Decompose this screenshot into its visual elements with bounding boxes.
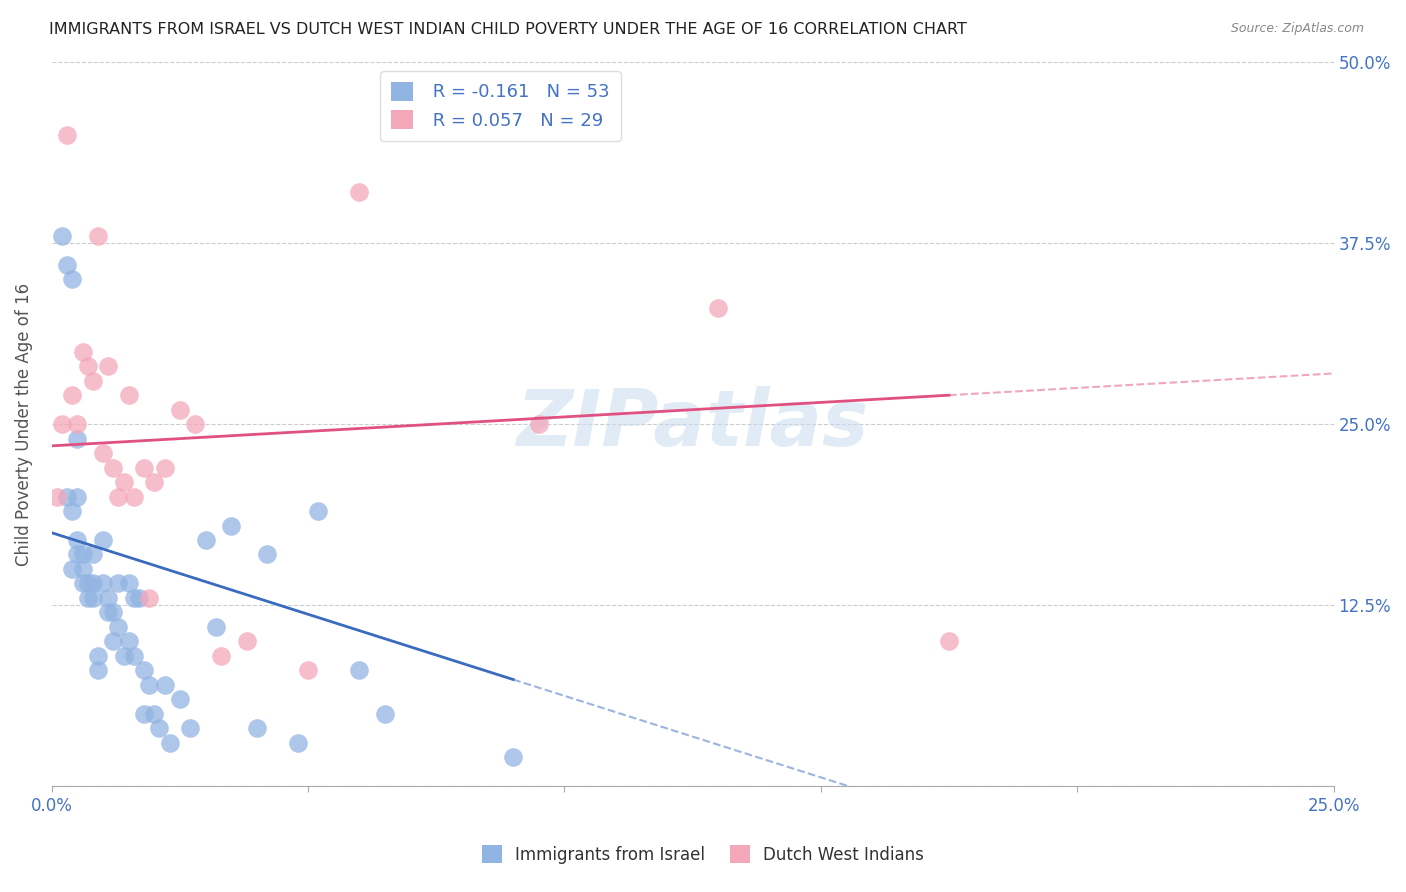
Point bbox=[527, 417, 550, 431]
Point bbox=[707, 301, 730, 316]
Point bbox=[153, 460, 176, 475]
Point bbox=[97, 606, 120, 620]
Point bbox=[60, 272, 83, 286]
Point bbox=[118, 634, 141, 648]
Point bbox=[107, 576, 129, 591]
Point bbox=[307, 504, 329, 518]
Point bbox=[72, 548, 94, 562]
Point bbox=[97, 591, 120, 605]
Point bbox=[56, 490, 79, 504]
Point bbox=[349, 663, 371, 677]
Point bbox=[66, 490, 89, 504]
Point bbox=[184, 417, 207, 431]
Legend:  R = -0.161   N = 53,  R = 0.057   N = 29: R = -0.161 N = 53, R = 0.057 N = 29 bbox=[380, 71, 620, 141]
Point bbox=[143, 706, 166, 721]
Point bbox=[60, 504, 83, 518]
Point bbox=[169, 402, 191, 417]
Point bbox=[219, 518, 242, 533]
Point bbox=[82, 374, 104, 388]
Point bbox=[204, 620, 226, 634]
Point bbox=[297, 663, 319, 677]
Text: IMMIGRANTS FROM ISRAEL VS DUTCH WEST INDIAN CHILD POVERTY UNDER THE AGE OF 16 CO: IMMIGRANTS FROM ISRAEL VS DUTCH WEST IND… bbox=[49, 22, 967, 37]
Point bbox=[132, 706, 155, 721]
Point bbox=[112, 475, 135, 489]
Point bbox=[246, 721, 269, 735]
Point bbox=[45, 490, 67, 504]
Point bbox=[148, 721, 170, 735]
Point bbox=[132, 663, 155, 677]
Point bbox=[103, 606, 125, 620]
Point bbox=[60, 562, 83, 576]
Point bbox=[502, 750, 524, 764]
Point bbox=[122, 490, 145, 504]
Point bbox=[82, 576, 104, 591]
Point bbox=[82, 591, 104, 605]
Point bbox=[51, 228, 73, 243]
Point bbox=[118, 576, 141, 591]
Text: ZIPatlas: ZIPatlas bbox=[516, 386, 869, 462]
Point bbox=[97, 359, 120, 374]
Point bbox=[66, 417, 89, 431]
Point bbox=[76, 359, 98, 374]
Point bbox=[256, 548, 278, 562]
Point bbox=[76, 591, 98, 605]
Point bbox=[56, 128, 79, 142]
Point bbox=[51, 417, 73, 431]
Point bbox=[76, 576, 98, 591]
Point bbox=[349, 186, 371, 200]
Point bbox=[153, 678, 176, 692]
Point bbox=[138, 591, 160, 605]
Point bbox=[66, 533, 89, 547]
Point bbox=[87, 663, 110, 677]
Point bbox=[91, 533, 114, 547]
Point bbox=[209, 648, 232, 663]
Point bbox=[91, 446, 114, 460]
Point bbox=[235, 634, 257, 648]
Point bbox=[374, 706, 396, 721]
Point bbox=[103, 634, 125, 648]
Point bbox=[107, 620, 129, 634]
Point bbox=[72, 576, 94, 591]
Point bbox=[287, 736, 309, 750]
Point bbox=[128, 591, 150, 605]
Point bbox=[66, 432, 89, 446]
Point bbox=[122, 648, 145, 663]
Point bbox=[103, 460, 125, 475]
Point bbox=[87, 648, 110, 663]
Text: Source: ZipAtlas.com: Source: ZipAtlas.com bbox=[1230, 22, 1364, 36]
Point bbox=[159, 736, 181, 750]
Point bbox=[56, 258, 79, 272]
Point bbox=[122, 591, 145, 605]
Legend: Immigrants from Israel, Dutch West Indians: Immigrants from Israel, Dutch West India… bbox=[475, 838, 931, 871]
Point bbox=[87, 228, 110, 243]
Point bbox=[107, 490, 129, 504]
Point bbox=[82, 548, 104, 562]
Point bbox=[91, 576, 114, 591]
Point bbox=[143, 475, 166, 489]
Point bbox=[138, 678, 160, 692]
Point bbox=[169, 692, 191, 706]
Point bbox=[72, 562, 94, 576]
Point bbox=[179, 721, 201, 735]
Point bbox=[72, 344, 94, 359]
Point bbox=[60, 388, 83, 402]
Point bbox=[112, 648, 135, 663]
Point bbox=[132, 460, 155, 475]
Point bbox=[66, 548, 89, 562]
Y-axis label: Child Poverty Under the Age of 16: Child Poverty Under the Age of 16 bbox=[15, 283, 32, 566]
Point bbox=[938, 634, 960, 648]
Point bbox=[194, 533, 217, 547]
Point bbox=[118, 388, 141, 402]
